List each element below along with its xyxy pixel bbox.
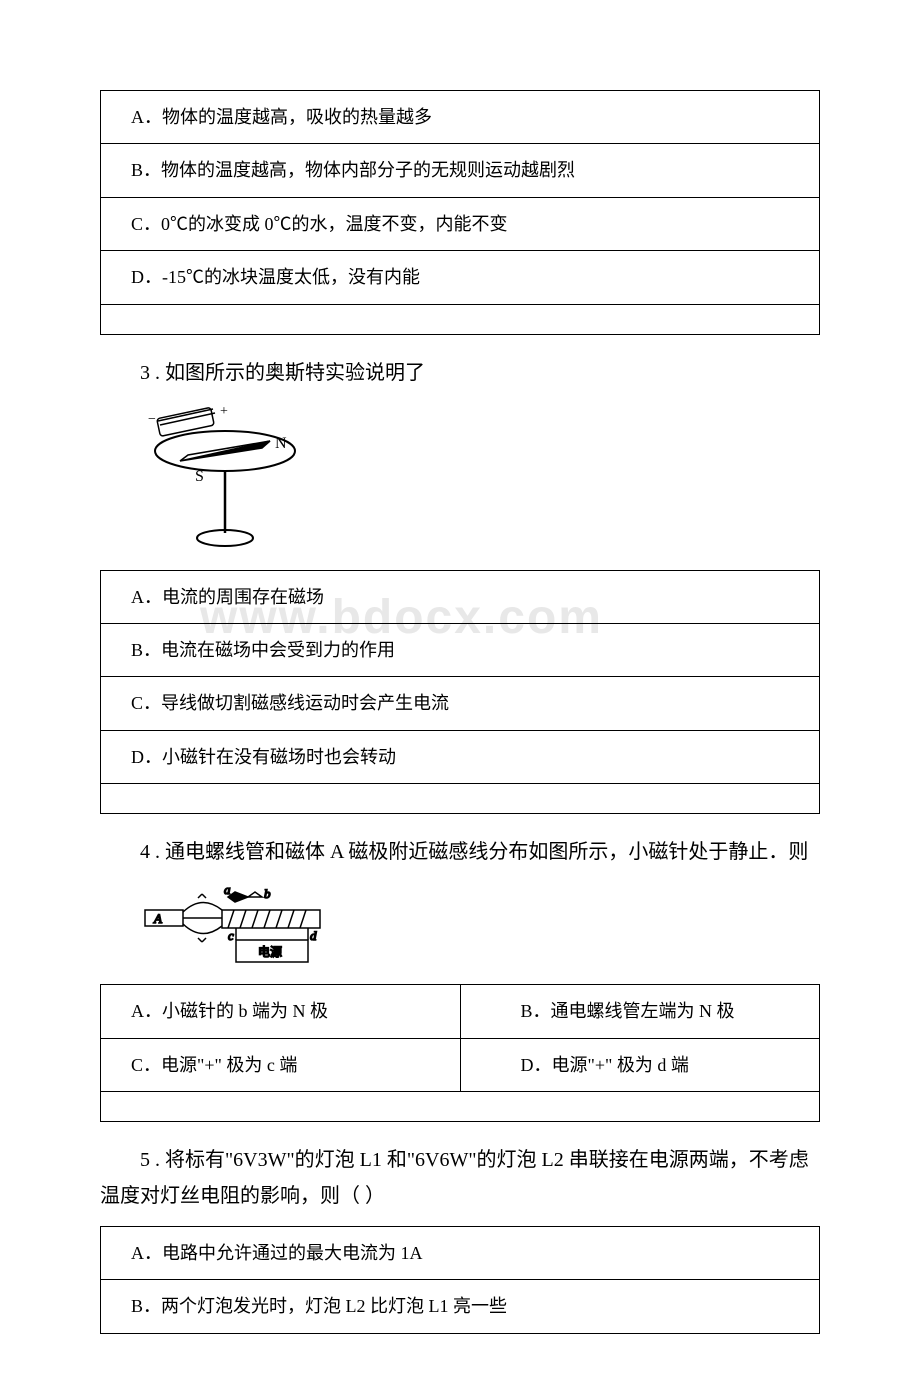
document-content: A．物体的温度越高，吸收的热量越多 B．物体的温度越高，物体内部分子的无规则运动… [100,90,820,1334]
q2-option-d: D．-15℃的冰块温度太低，没有内能 [101,251,820,304]
q2-options-table: A．物体的温度越高，吸收的热量越多 B．物体的温度越高，物体内部分子的无规则运动… [100,90,820,335]
q5-text: 5 . 将标有"6V3W"的灯泡 L1 和"6V6W"的灯泡 L2 串联接在电源… [100,1142,820,1214]
q2-empty-row [101,304,820,334]
q2-option-b: B．物体的温度越高，物体内部分子的无规则运动越剧烈 [101,144,820,197]
q3-figure: + − N S [140,403,820,558]
q4-options-table: A．小磁针的 b 端为 N 极 B．通电螺线管左端为 N 极 C．电源"+" 极… [100,984,820,1122]
q5-options-table: A．电路中允许通过的最大电流为 1A B．两个灯泡发光时，灯泡 L2 比灯泡 L… [100,1226,820,1334]
b-label: b [264,886,271,901]
q4-option-c: C．电源"+" 极为 c 端 [101,1038,461,1091]
c-label: c [228,928,234,943]
minus-label: − [148,412,156,427]
q4-option-a: A．小磁针的 b 端为 N 极 [101,985,461,1038]
q4-empty-row [101,1091,820,1121]
q3-option-d: D．小磁针在没有磁场时也会转动 [101,730,820,783]
q4-figure: A a b [140,882,820,972]
n-label: N [275,435,287,452]
q3-empty-row [101,784,820,814]
plus-label: + [220,404,228,419]
A-label: A [153,911,162,926]
q5-option-a: A．电路中允许通过的最大电流为 1A [101,1226,820,1279]
q3-option-b: B．电流在磁场中会受到力的作用 [101,623,820,676]
q3-option-a: A．电流的周围存在磁场 [101,570,820,623]
q3-option-c: C．导线做切割磁感线运动时会产生电流 [101,677,820,730]
q4-option-d: D．电源"+" 极为 d 端 [460,1038,820,1091]
q2-option-a: A．物体的温度越高，吸收的热量越多 [101,91,820,144]
q4-option-b: B．通电螺线管左端为 N 极 [460,985,820,1038]
q2-option-c: C．0℃的冰变成 0℃的水，温度不变，内能不变 [101,197,820,250]
src-label: 电源 [258,945,282,959]
q3-text: 3 . 如图所示的奥斯特实验说明了 [100,355,820,391]
q5-option-b: B．两个灯泡发光时，灯泡 L2 比灯泡 L1 亮一些 [101,1280,820,1333]
q3-options-table: A．电流的周围存在磁场 B．电流在磁场中会受到力的作用 C．导线做切割磁感线运动… [100,570,820,815]
a-label: a [224,882,231,897]
q4-text: 4 . 通电螺线管和磁体 A 磁极附近磁感线分布如图所示，小磁针处于静止．则 [100,834,820,870]
d-label: d [310,928,317,943]
s-label: S [195,468,204,485]
